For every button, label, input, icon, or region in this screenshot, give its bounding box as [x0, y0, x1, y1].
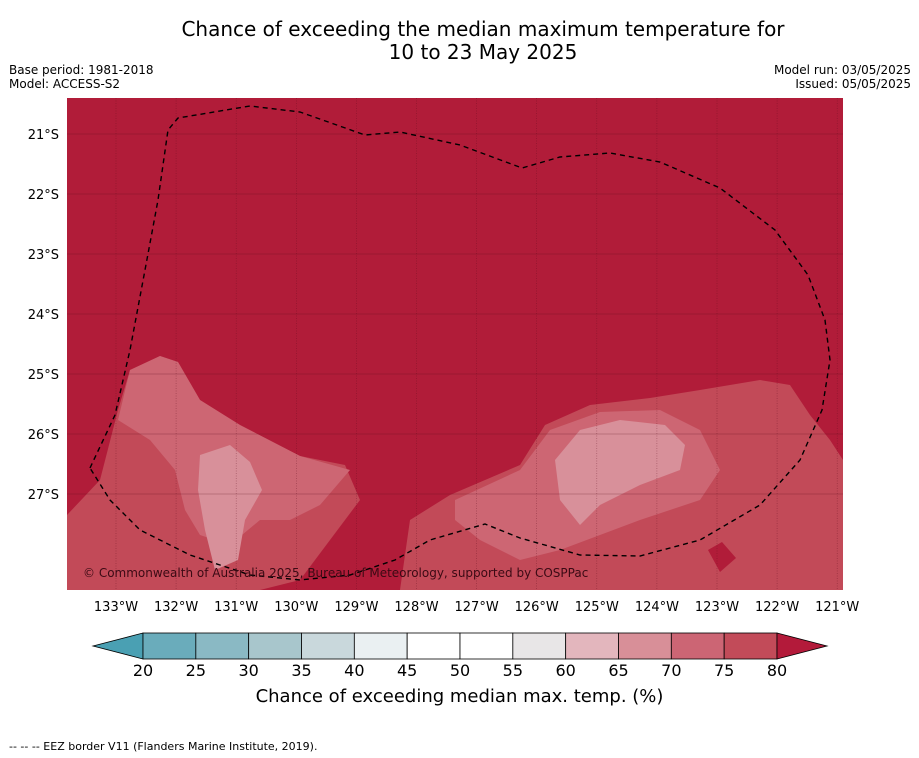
colorbar-segment — [512, 632, 567, 660]
colorbar-tick-labels: 20 25 30 35 40 45 50 55 60 65 70 75 80 — [133, 661, 787, 680]
model-run-label: Model run: 03/05/2025 — [773, 63, 911, 77]
colorbar-tick-label: 65 — [608, 661, 628, 680]
colorbar-segment — [142, 632, 197, 660]
longitude-tick-label: 121°W — [815, 600, 859, 615]
colorbar-over-arrow — [776, 632, 829, 660]
colorbar-segment — [670, 632, 725, 660]
colorbar-segment — [565, 632, 619, 660]
meta-left: Base period: 1981-2018 Model: ACCESS-S2 — [9, 63, 154, 91]
meta-right: Model run: 03/05/2025 Issued: 05/05/2025 — [774, 63, 911, 91]
colorbar-tick-label: 25 — [186, 661, 206, 680]
colorbar-segment — [406, 632, 461, 660]
chart-title: Chance of exceeding the median maximum t… — [0, 18, 919, 64]
longitude-tick-label: 132°W — [154, 600, 198, 615]
colorbar-segments — [142, 632, 778, 660]
latitude-tick-label: 23°S — [28, 248, 59, 263]
colorbar-tick-label: 20 — [133, 661, 153, 680]
latitude-tick-label: 24°S — [28, 308, 59, 323]
longitude-labels: 133°W 132°W 131°W 130°W 129°W 128°W 127°W 126°W… — [94, 600, 860, 615]
latitude-tick-label: 26°S — [28, 428, 59, 443]
longitude-tick-label: 129°W — [334, 600, 378, 615]
colorbar-tick-label: 60 — [555, 661, 575, 680]
colorbar-segment — [459, 632, 514, 660]
title-line-1: Chance of exceeding the median maximum t… — [181, 17, 785, 41]
colorbar-tick-label: 70 — [661, 661, 681, 680]
colorbar-title: Chance of exceeding median max. temp. (%… — [255, 686, 664, 707]
colorbar-segment — [618, 632, 672, 660]
colorbar: 20 25 30 35 40 45 50 55 60 65 70 75 80 — [91, 632, 829, 680]
longitude-tick-label: 127°W — [455, 600, 499, 615]
map-plot-area: © Commonwealth of Australia 2025, Bureau… — [67, 98, 843, 590]
colorbar-tick-label: 45 — [397, 661, 417, 680]
probability-region-65-70-east — [555, 420, 685, 525]
colorbar-tick-label: 75 — [714, 661, 734, 680]
colorbar-tick-label: 80 — [767, 661, 787, 680]
footnote-eez: -- -- -- EEZ border V11 (Flanders Marine… — [9, 740, 318, 753]
longitude-tick-label: 125°W — [575, 600, 619, 615]
eez-border — [89, 105, 831, 581]
probability-region-65-70 — [198, 445, 262, 570]
longitude-tick-label: 122°W — [755, 600, 799, 615]
graticule — [67, 98, 843, 590]
longitude-tick-label: 123°W — [695, 600, 739, 615]
longitude-tick-label: 128°W — [394, 600, 438, 615]
colorbar-tick-label: 30 — [238, 661, 258, 680]
base-period-label: Base period: 1981-2018 — [9, 63, 154, 77]
longitude-tick-label: 126°W — [515, 600, 559, 615]
latitude-tick-label: 25°S — [28, 368, 59, 383]
colorbar-tick-label: 55 — [503, 661, 523, 680]
colorbar-segment — [723, 632, 778, 660]
longitude-tick-label: 130°W — [274, 600, 318, 615]
colorbar-tick-label: 50 — [450, 661, 470, 680]
colorbar-segment — [248, 632, 302, 660]
colorbar-tick-label: 35 — [291, 661, 311, 680]
probability-pocket-gt80 — [708, 542, 736, 572]
latitude-tick-label: 27°S — [28, 488, 59, 503]
colorbar-segment — [301, 632, 355, 660]
colorbar-tick-label: 40 — [344, 661, 364, 680]
copyright-notice: © Commonwealth of Australia 2025, Bureau… — [83, 566, 588, 580]
issued-label: Issued: 05/05/2025 — [795, 77, 911, 91]
title-line-2: 10 to 23 May 2025 — [388, 40, 578, 64]
latitude-tick-label: 21°S — [28, 128, 59, 143]
latitude-tick-label: 22°S — [28, 188, 59, 203]
longitude-tick-label: 124°W — [635, 600, 679, 615]
latitude-labels: 21°S 22°S 23°S 24°S 25°S 26°S 27°S — [28, 128, 59, 503]
longitude-tick-label: 131°W — [214, 600, 258, 615]
colorbar-segment — [353, 632, 408, 660]
colorbar-under-arrow — [91, 632, 144, 660]
model-label: Model: ACCESS-S2 — [9, 77, 121, 91]
longitude-tick-label: 133°W — [94, 600, 138, 615]
colorbar-segment — [195, 632, 250, 660]
